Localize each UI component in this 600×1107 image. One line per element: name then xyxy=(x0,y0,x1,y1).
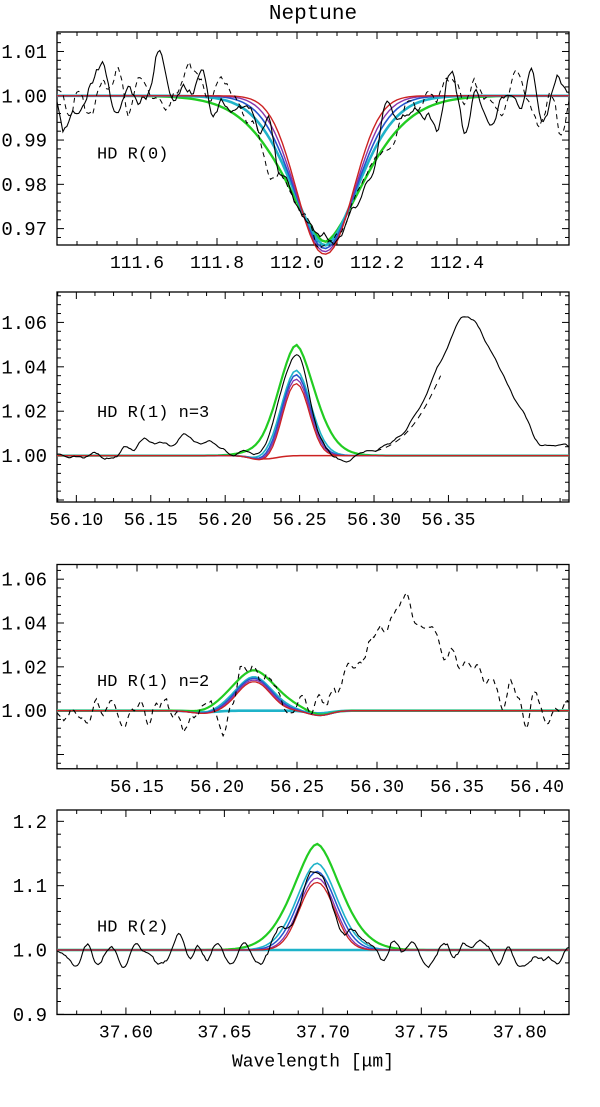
svg-text:1.0: 1.0 xyxy=(13,941,47,963)
svg-text:1.02: 1.02 xyxy=(1,657,47,679)
svg-text:56.25: 56.25 xyxy=(270,778,324,798)
svg-text:1.00: 1.00 xyxy=(1,86,47,108)
svg-text:111.8: 111.8 xyxy=(190,254,244,274)
svg-text:0.9: 0.9 xyxy=(13,1005,47,1027)
svg-text:HD R(0): HD R(0) xyxy=(97,146,168,165)
svg-text:56.35: 56.35 xyxy=(421,511,475,531)
svg-text:56.25: 56.25 xyxy=(273,511,327,531)
svg-text:1.1: 1.1 xyxy=(13,876,47,898)
svg-text:1.00: 1.00 xyxy=(1,701,47,723)
svg-text:37.70: 37.70 xyxy=(296,1024,350,1044)
svg-text:1.04: 1.04 xyxy=(1,614,47,636)
svg-text:1.06: 1.06 xyxy=(1,313,47,335)
svg-text:111.6: 111.6 xyxy=(110,254,164,274)
svg-text:37.65: 37.65 xyxy=(197,1024,251,1044)
svg-text:1.00: 1.00 xyxy=(1,446,47,468)
svg-text:1.2: 1.2 xyxy=(13,812,47,834)
svg-text:112.2: 112.2 xyxy=(350,254,404,274)
svg-text:HD R(1) n=2: HD R(1) n=2 xyxy=(97,673,209,692)
svg-text:1.06: 1.06 xyxy=(1,570,47,592)
svg-text:HD R(1) n=3: HD R(1) n=3 xyxy=(97,404,209,423)
svg-text:56.30: 56.30 xyxy=(350,778,404,798)
svg-text:56.10: 56.10 xyxy=(49,511,103,531)
svg-text:0.99: 0.99 xyxy=(1,131,47,153)
svg-text:112.4: 112.4 xyxy=(430,254,484,274)
svg-text:1.04: 1.04 xyxy=(1,357,47,379)
svg-text:37.80: 37.80 xyxy=(493,1024,547,1044)
svg-text:0.97: 0.97 xyxy=(1,219,47,241)
svg-text:56.35: 56.35 xyxy=(430,778,484,798)
svg-text:Wavelength [μm]: Wavelength [μm] xyxy=(232,1053,394,1073)
svg-text:56.40: 56.40 xyxy=(510,778,564,798)
svg-text:HD R(2): HD R(2) xyxy=(97,919,168,938)
svg-text:56.15: 56.15 xyxy=(124,511,178,531)
svg-text:1.01: 1.01 xyxy=(1,42,47,64)
svg-text:112.0: 112.0 xyxy=(270,254,324,274)
svg-text:56.20: 56.20 xyxy=(190,778,244,798)
svg-text:Neptune: Neptune xyxy=(269,3,357,26)
svg-text:56.30: 56.30 xyxy=(347,511,401,531)
svg-text:0.98: 0.98 xyxy=(1,175,47,197)
svg-text:56.15: 56.15 xyxy=(110,778,164,798)
svg-text:37.60: 37.60 xyxy=(99,1024,153,1044)
svg-text:1.02: 1.02 xyxy=(1,402,47,424)
svg-text:56.20: 56.20 xyxy=(198,511,252,531)
svg-text:37.75: 37.75 xyxy=(394,1024,448,1044)
